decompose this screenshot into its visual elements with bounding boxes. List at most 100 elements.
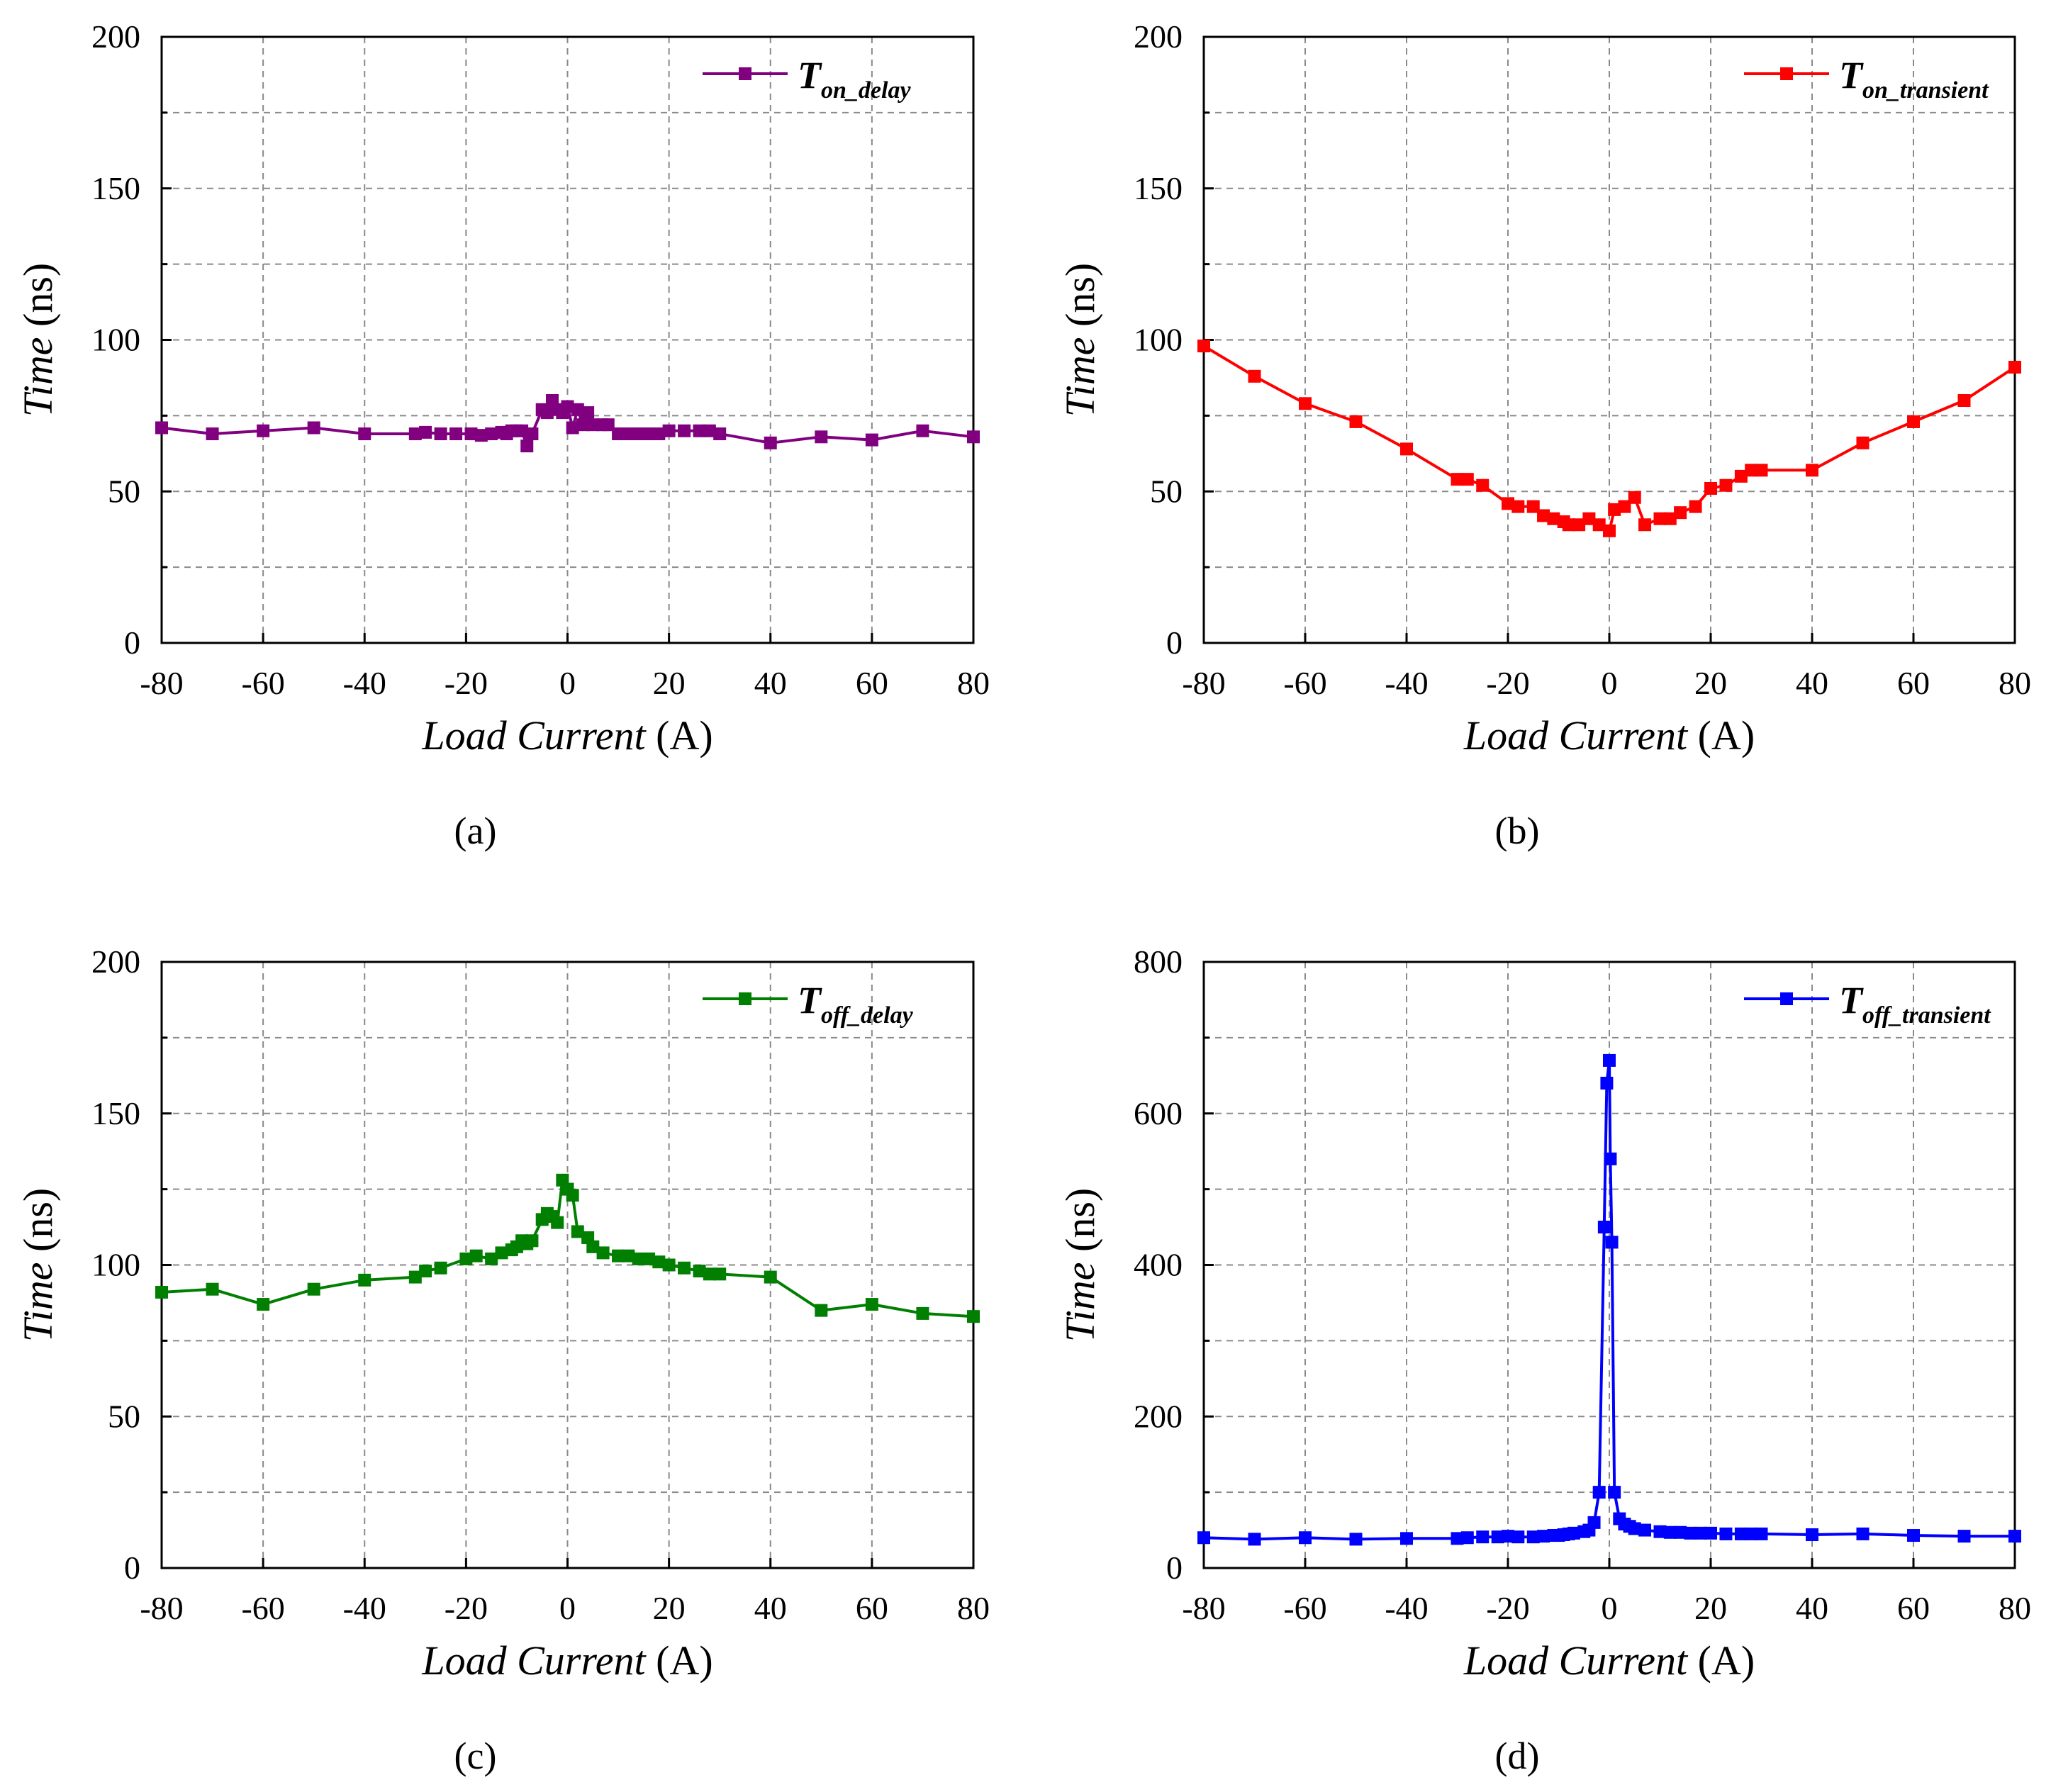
chart-panel-c: -80 -60 -40 -20 0 20 40 60 80 0 50 100 150 200 Load Cu…	[15, 943, 990, 1777]
data-point	[703, 1267, 716, 1281]
data-point	[1587, 1516, 1601, 1529]
x-tick-label: 0	[1602, 665, 1618, 701]
data-point	[1603, 524, 1616, 537]
legend: Ton_transient	[1744, 54, 1989, 103]
x-tick-label: 80	[1999, 1590, 2031, 1626]
data-point	[1608, 503, 1621, 516]
legend: Toff_delay	[703, 979, 914, 1029]
x-tick-label: -80	[1182, 1590, 1225, 1626]
data-point	[1605, 1236, 1619, 1249]
legend-label-main: T	[1839, 979, 1864, 1021]
data-point	[1674, 1525, 1687, 1539]
data-point	[1734, 469, 1748, 483]
legend-label-sub: on_delay	[821, 77, 911, 103]
data-point	[764, 1270, 777, 1284]
legend-marker	[739, 67, 751, 80]
x-tick-label: -40	[1385, 665, 1428, 701]
data-point	[1684, 1526, 1697, 1540]
y-tick-label: 400	[1134, 1247, 1183, 1283]
data-point	[561, 400, 574, 413]
legend-label-main: T	[1839, 54, 1864, 96]
data-point	[1460, 473, 1474, 486]
data-point	[1537, 509, 1550, 522]
data-point	[632, 1252, 645, 1265]
y-axis-title-unit: (ns)	[15, 1188, 61, 1262]
y-axis-title-text: Time	[15, 337, 61, 417]
data-point	[1674, 506, 1687, 520]
x-axis-title-unit: (A)	[1687, 1637, 1755, 1684]
gridlines	[162, 962, 973, 1568]
data-point	[307, 1282, 320, 1296]
data-point	[1734, 1527, 1748, 1540]
data-point	[1694, 1526, 1707, 1540]
data-point	[713, 1267, 727, 1281]
gridlines	[1204, 962, 2015, 1568]
data-point	[551, 1216, 564, 1229]
data-point	[434, 1261, 447, 1275]
x-axis-title: Load Current (A)	[421, 712, 712, 758]
data-point	[678, 1261, 691, 1275]
data-point	[1502, 1530, 1514, 1543]
data-point	[2008, 1530, 2021, 1543]
x-tick-label: -60	[1283, 665, 1326, 701]
data-point	[1451, 473, 1464, 486]
data-point	[632, 427, 645, 441]
data-point	[586, 418, 600, 432]
data-point	[1603, 1053, 1616, 1067]
data-point	[1597, 1221, 1611, 1234]
data-point	[566, 421, 579, 435]
data-point	[1907, 415, 1920, 428]
y-tick-label: 0	[124, 625, 140, 661]
y-tick-label: 200	[1134, 1398, 1183, 1434]
x-tick-label: -60	[1283, 1590, 1326, 1626]
data-point	[1628, 491, 1641, 504]
data-point	[1491, 1530, 1504, 1544]
data-point	[1663, 512, 1677, 525]
y-tick-label: 100	[91, 322, 140, 358]
data-point	[485, 1252, 498, 1265]
data-point	[2008, 360, 2021, 374]
y-tick-label: 150	[91, 170, 140, 206]
y-tick-label: 200	[91, 943, 140, 980]
legend-label-main: T	[798, 54, 822, 96]
x-tick-label: -20	[445, 1590, 488, 1626]
x-tick-label: -20	[1486, 1590, 1529, 1626]
data-point	[612, 1249, 625, 1262]
x-tick-label: -80	[140, 1590, 183, 1626]
panel-label: (b)	[1495, 810, 1540, 852]
legend-marker	[739, 992, 751, 1005]
x-axis-title: Load Current (A)	[421, 1637, 712, 1684]
legend-marker	[1780, 992, 1793, 1005]
data-point	[1547, 512, 1560, 525]
y-axis-title-text: Time	[1057, 337, 1103, 417]
data-point	[1653, 1525, 1667, 1538]
gridlines	[1204, 37, 2015, 643]
y-axis-title-unit: (ns)	[1057, 1188, 1103, 1262]
y-axis-title: Time (ns)	[1057, 1188, 1103, 1343]
y-tick-label: 100	[91, 1247, 140, 1283]
data-point	[1907, 1529, 1920, 1542]
data-point	[652, 427, 666, 441]
data-point	[1511, 1530, 1525, 1544]
y-tick-label: 50	[108, 1398, 140, 1434]
legend-label-sub: off_delay	[821, 1002, 914, 1029]
data-point	[525, 427, 539, 441]
y-tick-label: 200	[91, 18, 140, 55]
data-point	[257, 424, 270, 437]
data-point	[916, 1306, 929, 1320]
data-point	[1856, 1527, 1870, 1540]
data-point	[622, 427, 635, 441]
data-point	[576, 418, 589, 432]
legend-label: Toff_delay	[798, 979, 914, 1029]
data-point	[206, 1282, 219, 1296]
data-point	[815, 430, 828, 444]
data-point	[1400, 442, 1413, 456]
data-point	[764, 436, 777, 449]
x-axis-title-text: Load Current	[421, 712, 647, 758]
data-point	[419, 425, 432, 439]
data-point	[1653, 512, 1667, 525]
data-point	[1608, 1486, 1621, 1499]
data-point	[434, 427, 447, 441]
data-point	[1719, 1527, 1733, 1540]
y-tick-label: 100	[1134, 322, 1183, 358]
